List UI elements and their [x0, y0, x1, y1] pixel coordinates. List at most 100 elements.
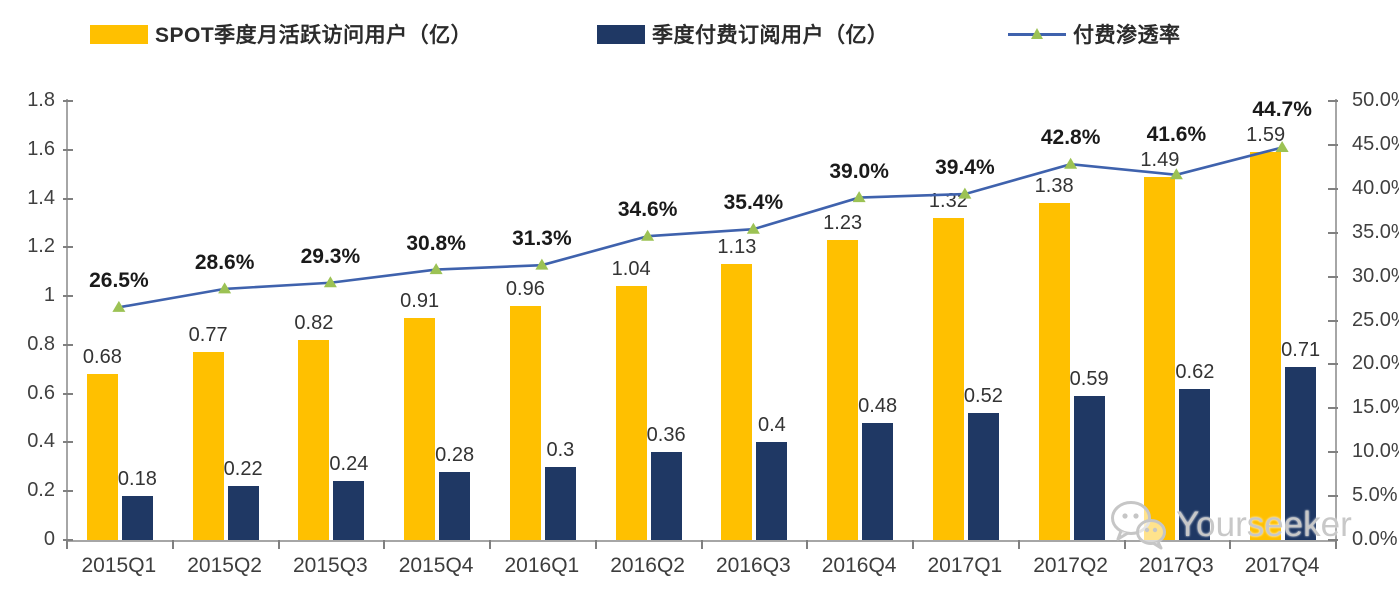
mau-bar	[86, 374, 118, 540]
penetration-line-marker-icon	[1008, 25, 1066, 44]
subscribers-bar-label: 0.18	[117, 468, 157, 491]
right-axis-tick	[1328, 143, 1338, 146]
subscribers-bar	[333, 481, 365, 540]
right-axis-tick	[1328, 495, 1338, 498]
bottom-axis-tick	[594, 540, 597, 549]
subscribers-bar-label: 0.62	[1175, 360, 1215, 383]
line-marker-triangle-icon	[852, 191, 866, 203]
bottom-axis-tick	[489, 540, 491, 549]
line-marker-triangle-icon	[429, 263, 443, 275]
category-label: 2015Q2	[187, 554, 262, 577]
subscribers-bar	[862, 422, 894, 540]
mau-bar	[404, 318, 436, 540]
right-axis-tick	[1328, 231, 1338, 234]
left-axis-tick	[63, 343, 73, 346]
left-axis-tick-label: 0	[43, 528, 55, 550]
subscribers-bar	[227, 486, 259, 540]
legend-item-mau: SPOT季度月活跃访问用户（亿）	[90, 20, 472, 48]
category-label: 2015Q3	[293, 554, 368, 577]
bottom-axis-tick	[912, 540, 914, 549]
right-axis-tick-label: 5.0%	[1352, 484, 1398, 507]
mau-bar	[615, 286, 647, 540]
right-axis-tick-label: 30.0%	[1352, 264, 1399, 287]
right-axis-tick-label: 40.0%	[1352, 176, 1399, 199]
subscribers-bar	[544, 466, 576, 540]
left-axis-tick-label: 0.8	[27, 332, 55, 355]
category-label: 2017Q4	[1244, 554, 1320, 577]
left-axis-tick-label: 1.8	[27, 89, 55, 111]
penetration-label: 41.6%	[1146, 122, 1207, 146]
subscribers-bar-label: 0.59	[1069, 368, 1109, 391]
left-axis-tick	[63, 246, 73, 249]
legend-label-subscribers: 季度付费订阅用户（亿）	[652, 24, 889, 47]
right-axis-tick-label: 35.0%	[1352, 220, 1399, 243]
mau-bar-label: 0.77	[188, 324, 228, 347]
left-axis-tick-label: 0.4	[27, 430, 55, 453]
mau-bar-label: 1.13	[717, 236, 757, 259]
subscribers-bar-label: 0.36	[646, 424, 686, 447]
right-axis-tick-label: 50.0%	[1352, 89, 1399, 111]
penetration-label: 35.4%	[723, 191, 784, 215]
category-label: 2016Q1	[504, 554, 580, 577]
bottom-axis-tick	[383, 540, 386, 549]
penetration-label: 39.0%	[829, 159, 889, 183]
legend-item-penetration: 付费渗透率	[1008, 20, 1181, 48]
category-label: 2015Q4	[398, 554, 474, 577]
category-label: 2016Q3	[716, 554, 791, 577]
mau-bar-label: 1.04	[611, 258, 651, 281]
right-axis-tick	[1328, 275, 1338, 278]
line-marker-triangle-icon	[641, 229, 655, 241]
right-axis-tick	[1328, 363, 1338, 366]
legend-label-penetration: 付费渗透率	[1073, 24, 1181, 47]
right-axis-tick-label: 0.0%	[1352, 528, 1398, 550]
category-label: 2015Q1	[81, 554, 157, 577]
subscribers-bar	[1179, 388, 1211, 540]
line-marker-triangle-icon	[746, 222, 760, 234]
left-axis-tick-label: 1	[43, 284, 55, 307]
left-axis-tick	[63, 100, 73, 102]
mau-bar	[1038, 203, 1070, 540]
right-axis-tick-label: 25.0%	[1352, 308, 1399, 331]
subscribers-bar-label: 0.3	[546, 438, 575, 461]
bottom-axis-tick	[700, 540, 703, 549]
category-label: 2016Q2	[610, 554, 685, 577]
category-label: 2017Q3	[1139, 554, 1214, 577]
bottom-axis-tick	[1123, 540, 1126, 549]
line-marker-triangle-icon	[112, 300, 126, 312]
subscribers-bar-label: 0.28	[435, 443, 475, 466]
right-axis-tick-label: 10.0%	[1352, 440, 1399, 463]
right-axis-tick-label: 20.0%	[1352, 352, 1399, 375]
mau-bar	[1250, 152, 1282, 540]
subscribers-bar-label: 0.52	[963, 385, 1003, 408]
left-axis-tick-label: 1.2	[27, 235, 55, 258]
bottom-axis-tick	[806, 540, 809, 549]
category-label: 2016Q4	[821, 554, 897, 577]
left-axis-tick-label: 1.6	[27, 137, 55, 160]
mau-bar-label: 0.91	[400, 290, 440, 313]
left-axis-tick	[63, 441, 73, 444]
legend-item-subscribers: 季度付费订阅用户（亿）	[597, 20, 889, 48]
penetration-label: 29.3%	[300, 244, 361, 268]
penetration-label: 31.3%	[512, 227, 572, 251]
mau-swatch-icon	[90, 24, 148, 44]
subscribers-bar-label: 0.4	[757, 414, 786, 437]
line-marker-triangle-icon	[1275, 141, 1289, 153]
left-axis-tick-label: 0.2	[27, 479, 55, 502]
mau-bar	[932, 218, 964, 540]
left-axis-line	[66, 99, 68, 542]
mau-bar	[1144, 176, 1176, 540]
right-axis-tick-label: 45.0%	[1352, 132, 1399, 155]
left-axis-tick	[63, 197, 73, 200]
bottom-axis-tick	[1335, 540, 1337, 549]
left-axis-tick	[63, 539, 73, 541]
penetration-label: 42.8%	[1040, 126, 1101, 150]
category-label: 2017Q2	[1033, 554, 1108, 577]
line-marker-triangle-icon	[1169, 168, 1183, 180]
subscribers-bar	[650, 452, 682, 540]
right-axis-tick	[1328, 319, 1338, 322]
line-marker-triangle-icon	[958, 187, 972, 199]
legend-label-mau: SPOT季度月活跃访问用户（亿）	[155, 24, 473, 47]
mau-bar-label: 1.23	[823, 212, 863, 235]
